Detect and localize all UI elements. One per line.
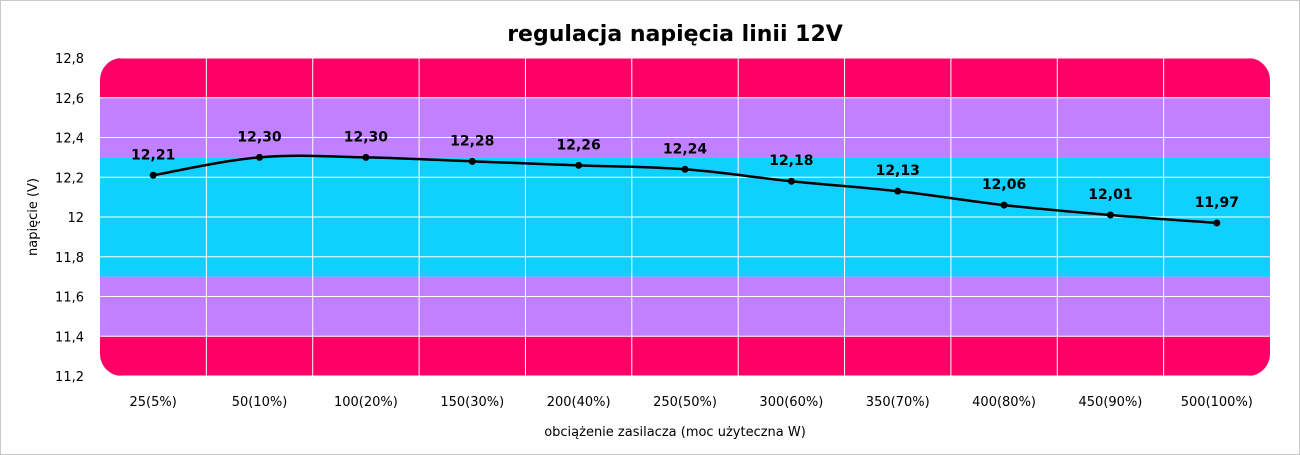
x-axis-ticks: 25(5%) 50(10%) 100(20%) 150(30%) 200(40%) 250… bbox=[130, 395, 1253, 410]
y-tick-label: 12,4 bbox=[55, 132, 84, 147]
data-label: 11,97 bbox=[1195, 195, 1239, 211]
data-labels: 12,21 12,30 12,30 12,28 12,26 12,24 12,18 12,13… bbox=[131, 129, 1239, 211]
x-tick-label: 500(100%) bbox=[1181, 395, 1253, 410]
data-point bbox=[1000, 201, 1008, 209]
data-point bbox=[681, 165, 689, 173]
series-voltage bbox=[149, 153, 1221, 227]
data-label: 12,26 bbox=[556, 137, 600, 153]
band-1 bbox=[100, 276, 1270, 337]
data-label: 12,24 bbox=[663, 141, 708, 157]
x-tick-label: 150(30%) bbox=[440, 395, 504, 410]
data-point bbox=[1106, 211, 1114, 219]
data-label: 12,13 bbox=[876, 163, 920, 179]
x-tick-label: 400(80%) bbox=[972, 395, 1036, 410]
grid-lines bbox=[100, 58, 1270, 376]
y-tick-label: 12,6 bbox=[55, 92, 84, 107]
data-label: 12,30 bbox=[237, 129, 282, 145]
x-tick-label: 250(50%) bbox=[653, 395, 717, 410]
data-point bbox=[894, 187, 902, 195]
y-tick-label: 12,2 bbox=[55, 171, 84, 186]
data-point bbox=[575, 161, 583, 169]
y-tick-label: 11,4 bbox=[55, 330, 84, 345]
y-axis-label: napięcie (V) bbox=[26, 178, 41, 256]
band-3 bbox=[100, 97, 1270, 158]
x-tick-label: 450(90%) bbox=[1079, 395, 1143, 410]
data-label: 12,21 bbox=[131, 147, 175, 163]
y-tick-label: 11,2 bbox=[55, 370, 84, 385]
data-point bbox=[468, 157, 476, 165]
data-point bbox=[149, 171, 157, 179]
x-tick-label: 300(60%) bbox=[759, 395, 823, 410]
x-tick-label: 25(5%) bbox=[130, 395, 177, 410]
x-tick-label: 350(70%) bbox=[866, 395, 930, 410]
chart-title: regulacja napięcia linii 12V bbox=[507, 22, 843, 47]
x-tick-label: 50(10%) bbox=[232, 395, 288, 410]
data-label: 12,30 bbox=[344, 129, 389, 145]
y-tick-label: 11,8 bbox=[55, 251, 84, 266]
data-label: 12,18 bbox=[769, 153, 813, 169]
data-label: 12,01 bbox=[1088, 187, 1132, 203]
y-axis-ticks: 11,2 11,4 11,6 11,8 12 12,2 12,4 12,6 12,8 bbox=[55, 52, 84, 385]
x-tick-label: 200(40%) bbox=[547, 395, 611, 410]
y-tick-label: 12 bbox=[67, 211, 84, 226]
data-label: 12,28 bbox=[450, 133, 494, 149]
x-axis-label: obciążenie zasilacza (moc użyteczna W) bbox=[544, 425, 806, 440]
y-tick-label: 11,6 bbox=[55, 291, 84, 306]
data-point bbox=[362, 153, 370, 161]
band-0 bbox=[100, 336, 1270, 376]
data-label: 12,06 bbox=[982, 177, 1026, 193]
data-point bbox=[1213, 219, 1221, 227]
y-tick-label: 12,8 bbox=[55, 52, 84, 67]
band-4 bbox=[100, 58, 1270, 98]
data-point bbox=[787, 177, 795, 185]
x-tick-label: 100(20%) bbox=[334, 395, 398, 410]
data-point bbox=[256, 153, 264, 161]
